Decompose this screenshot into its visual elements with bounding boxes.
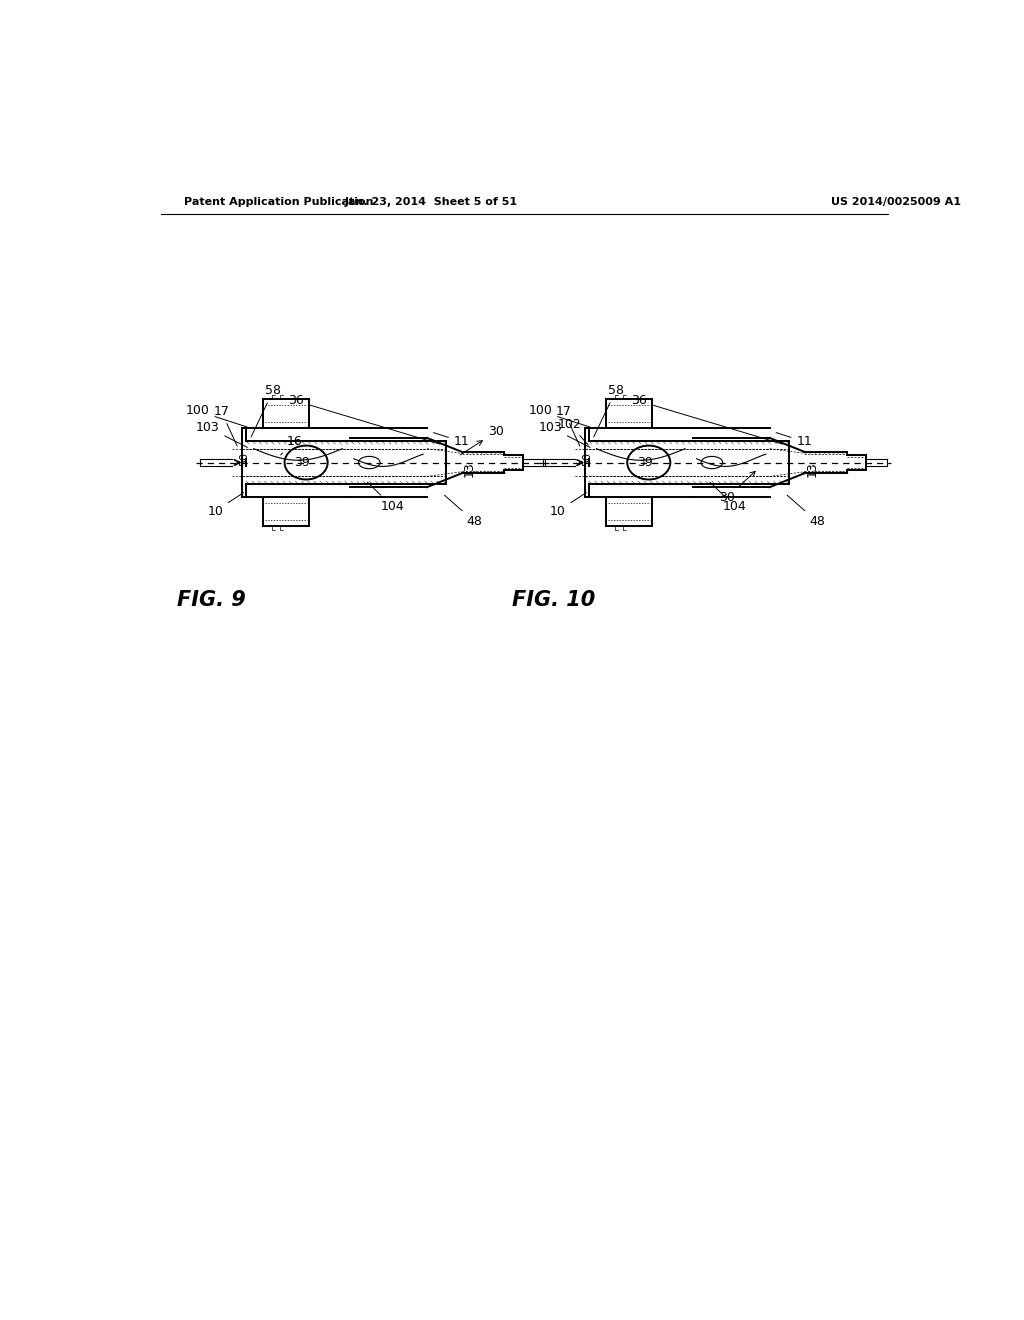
Text: 39: 39: [294, 455, 310, 469]
Text: 11: 11: [776, 433, 812, 449]
Text: 100: 100: [528, 404, 590, 428]
Text: 39: 39: [637, 455, 652, 469]
Text: 58: 58: [594, 384, 624, 437]
Text: Jan. 23, 2014  Sheet 5 of 51: Jan. 23, 2014 Sheet 5 of 51: [344, 197, 517, 207]
Text: 48: 48: [444, 495, 482, 528]
Text: 103: 103: [196, 421, 248, 447]
Text: 100: 100: [185, 404, 247, 428]
Text: 13: 13: [806, 461, 818, 477]
Text: 30: 30: [720, 471, 756, 504]
Text: Patent Application Publication: Patent Application Publication: [184, 197, 374, 207]
Text: 58: 58: [251, 384, 281, 437]
Text: FIG. 10: FIG. 10: [512, 590, 596, 610]
Text: 11: 11: [433, 433, 470, 449]
Text: 102: 102: [558, 417, 589, 445]
Text: 17: 17: [556, 405, 580, 446]
Text: 10: 10: [207, 492, 244, 517]
Text: 36: 36: [288, 395, 439, 444]
Text: 103: 103: [539, 421, 590, 447]
Text: US 2014/0025009 A1: US 2014/0025009 A1: [831, 197, 962, 207]
Text: 17: 17: [213, 405, 238, 446]
Text: 50: 50: [583, 451, 592, 466]
Text: 104: 104: [710, 482, 746, 513]
Text: 30: 30: [460, 425, 504, 455]
Text: FIG. 9: FIG. 9: [177, 590, 246, 610]
Text: 10: 10: [550, 492, 587, 517]
Text: 16: 16: [281, 436, 302, 455]
Text: 104: 104: [368, 482, 404, 513]
Text: 48: 48: [787, 495, 825, 528]
Text: 50: 50: [240, 451, 250, 466]
Text: 36: 36: [631, 395, 782, 444]
Text: 13: 13: [463, 461, 476, 477]
